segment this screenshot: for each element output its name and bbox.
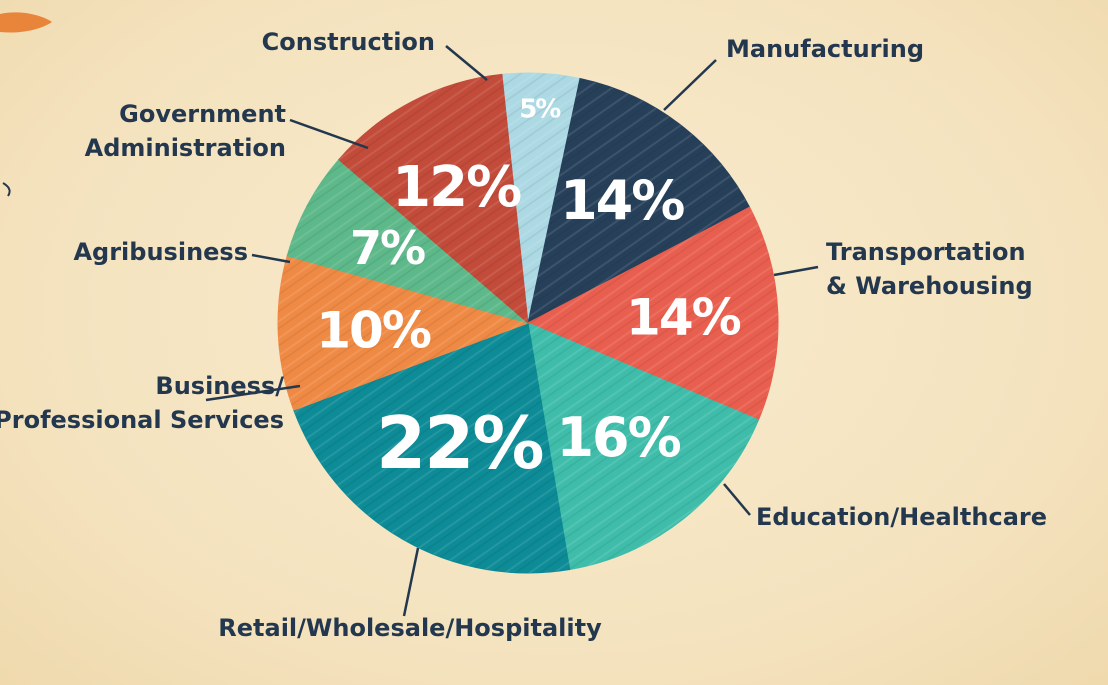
slice-texture-government-administration	[338, 74, 528, 324]
value-label-agribusiness: 7%	[350, 221, 425, 275]
category-label-construction: Construction	[262, 28, 435, 56]
leader-lines	[205, 45, 819, 617]
decor-blob	[0, 12, 52, 33]
category-label-manufacturing: Manufacturing	[726, 35, 924, 63]
slice-texture-transportation-warehousing	[528, 207, 779, 420]
value-label-transportation-warehousing: 14%	[626, 289, 741, 347]
value-label-retail-wholesale-hospitality: 22%	[376, 401, 542, 485]
category-label-business-professional-services: Business/Professional Services	[0, 372, 284, 434]
category-label-line: Construction	[262, 28, 435, 56]
category-label-line: Education/Healthcare	[756, 503, 1047, 531]
slice-texture-education-healthcare	[528, 323, 759, 570]
value-labels: 5% 14% 14% 16%22% 10% 7%12%	[316, 95, 742, 485]
category-label-education-healthcare: Education/Healthcare	[756, 503, 1047, 531]
value-label-construction: 5%	[519, 95, 561, 125]
category-labels: Construction Manufacturing Transportation &…	[0, 28, 1047, 642]
decor-squiggle	[2, 182, 11, 197]
category-label-line: Manufacturing	[726, 35, 924, 63]
slice-texture-business-professional-services	[278, 255, 528, 411]
category-label-line: Administration	[85, 134, 286, 162]
value-label-manufacturing: 14%	[560, 169, 684, 232]
category-label-line: Government	[119, 100, 286, 128]
category-label-line: & Warehousing	[826, 272, 1033, 300]
category-label-line: Transportation	[826, 238, 1026, 266]
leader-line-government-administration	[289, 118, 369, 150]
pie-texture	[278, 73, 779, 573]
category-label-line: Agribusiness	[73, 238, 248, 266]
category-label-agribusiness: Agribusiness	[73, 238, 248, 266]
leader-line-manufacturing	[663, 59, 717, 111]
value-label-education-healthcare: 16%	[556, 406, 680, 469]
category-label-retail-wholesale-hospitality: Retail/Wholesale/Hospitality	[218, 614, 602, 642]
value-label-government-administration: 12%	[392, 155, 521, 220]
leader-line-education-healthcare	[723, 483, 751, 516]
category-label-line: Retail/Wholesale/Hospitality	[218, 614, 602, 642]
slice-texture-construction	[501, 73, 580, 323]
slice-texture-manufacturing	[528, 78, 750, 323]
value-label-business-professional-services: 10%	[316, 302, 431, 360]
slice-texture-agribusiness	[287, 159, 528, 323]
leader-line-transportation-warehousing	[773, 265, 819, 277]
leader-line-agribusiness	[251, 253, 291, 264]
leader-line-construction	[445, 45, 488, 81]
category-label-line: Business/	[155, 372, 284, 400]
category-label-line: Professional Services	[0, 406, 284, 434]
slice-texture-retail-wholesale-hospitality	[293, 323, 570, 573]
category-label-transportation-warehousing: Transportation & Warehousing	[826, 238, 1033, 300]
leader-line-business-professional-services	[205, 384, 301, 402]
category-label-government-administration: Government Administration	[85, 100, 286, 162]
leader-line-retail-wholesale-hospitality	[402, 547, 420, 617]
